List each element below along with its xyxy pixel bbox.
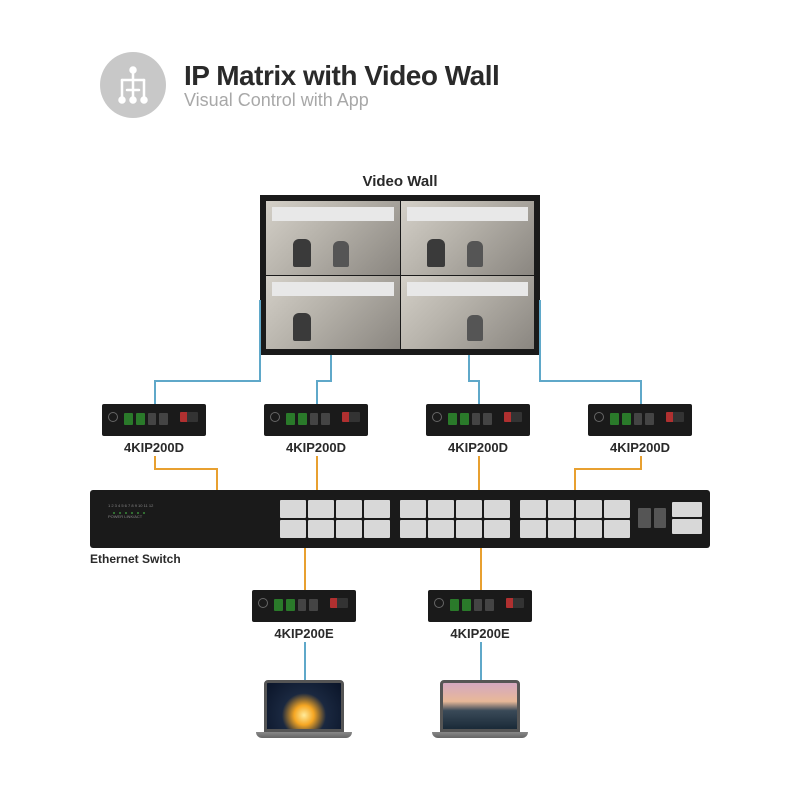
connection-line <box>574 468 642 470</box>
decoder-device <box>102 404 206 436</box>
header-text: IP Matrix with Video Wall Visual Control… <box>184 60 499 111</box>
connection-line <box>216 468 218 490</box>
connection-line <box>154 468 216 470</box>
decoder-device <box>588 404 692 436</box>
connection-line <box>316 380 318 404</box>
connection-line <box>304 548 306 568</box>
connection-line <box>154 380 156 404</box>
connection-line <box>304 568 306 590</box>
header: IP Matrix with Video Wall Visual Control… <box>100 52 499 118</box>
connection-line <box>539 300 541 380</box>
ethernet-switch: 1 2 3 4 5 6 7 8 9 10 11 12 POWER LINK/AC… <box>90 490 710 548</box>
decoder-label: 4KIP200D <box>588 440 692 455</box>
connection-line <box>478 456 480 490</box>
encoder-device <box>252 590 356 622</box>
connection-line <box>304 642 306 680</box>
connection-line <box>468 355 470 380</box>
laptop-source <box>432 680 528 738</box>
connection-line <box>330 355 332 380</box>
connection-line <box>640 380 642 404</box>
video-wall-label: Video Wall <box>0 173 800 190</box>
connection-line <box>574 468 576 490</box>
connection-line <box>478 380 480 404</box>
encoder-device <box>428 590 532 622</box>
svg-text:1 2 3 4 5 6 7 8 9 10 11 12: 1 2 3 4 5 6 7 8 9 10 11 12 <box>108 503 154 508</box>
encoder-label: 4KIP200E <box>428 626 532 641</box>
encoder-label: 4KIP200E <box>252 626 356 641</box>
connection-line <box>259 300 261 380</box>
connection-line <box>480 548 482 590</box>
connection-line <box>154 380 261 382</box>
decoder-label: 4KIP200D <box>102 440 206 455</box>
svg-text:POWER LINK/ACT: POWER LINK/ACT <box>108 514 143 519</box>
video-wall-panel <box>401 276 535 350</box>
connection-line <box>539 380 642 382</box>
matrix-icon <box>100 52 166 118</box>
switch-led-panel: 1 2 3 4 5 6 7 8 9 10 11 12 POWER LINK/AC… <box>104 500 244 520</box>
decoder-label: 4KIP200D <box>426 440 530 455</box>
connection-line <box>316 456 318 490</box>
decoder-device <box>426 404 530 436</box>
connection-line <box>640 456 642 468</box>
connection-line <box>154 456 156 468</box>
switch-ports <box>280 500 630 538</box>
connection-line <box>480 642 482 680</box>
video-wall-panel <box>266 276 400 350</box>
page-subtitle: Visual Control with App <box>184 90 499 111</box>
switch-uplink-ports <box>672 502 702 534</box>
connection-line <box>316 380 332 382</box>
laptop-source <box>256 680 352 738</box>
video-wall-panel <box>401 201 535 275</box>
video-wall <box>260 195 540 355</box>
decoder-label: 4KIP200D <box>264 440 368 455</box>
decoder-device <box>264 404 368 436</box>
ethernet-switch-label: Ethernet Switch <box>90 552 181 566</box>
video-wall-panel <box>266 201 400 275</box>
page-title: IP Matrix with Video Wall <box>184 60 499 92</box>
switch-sfp-ports <box>638 508 666 528</box>
